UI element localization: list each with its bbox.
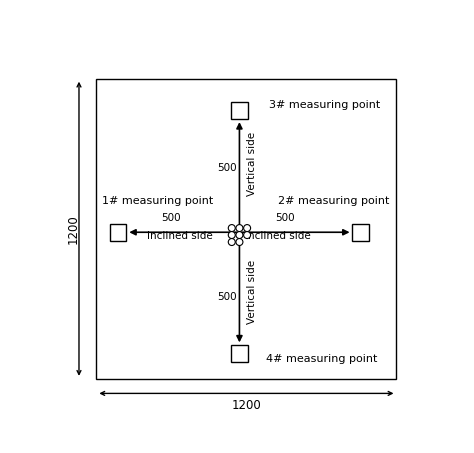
- Text: 4# measuring point: 4# measuring point: [265, 353, 377, 363]
- Text: 1200: 1200: [66, 214, 79, 244]
- Text: 3# measuring point: 3# measuring point: [269, 100, 380, 110]
- Circle shape: [228, 225, 235, 231]
- Circle shape: [228, 239, 235, 246]
- Text: 500: 500: [162, 213, 181, 223]
- Text: 500: 500: [275, 213, 295, 223]
- Bar: [96, 79, 396, 379]
- Text: Inclined side: Inclined side: [147, 231, 213, 241]
- Text: 2# measuring point: 2# measuring point: [278, 196, 389, 206]
- Text: 500: 500: [218, 163, 237, 173]
- Circle shape: [236, 225, 243, 231]
- Text: 1200: 1200: [231, 399, 261, 412]
- Circle shape: [244, 225, 251, 231]
- Circle shape: [236, 231, 243, 239]
- Text: Inclined side: Inclined side: [245, 231, 310, 241]
- Circle shape: [236, 239, 243, 246]
- Text: Vertical side: Vertical side: [246, 132, 256, 196]
- Text: Vertical side: Vertical side: [246, 260, 256, 323]
- Circle shape: [228, 231, 235, 239]
- Text: 500: 500: [218, 292, 237, 302]
- Bar: [231, 345, 248, 362]
- Bar: [231, 102, 248, 119]
- Text: 1# measuring point: 1# measuring point: [101, 196, 213, 206]
- Bar: [353, 224, 369, 241]
- Circle shape: [244, 231, 251, 239]
- Bar: [109, 224, 127, 241]
